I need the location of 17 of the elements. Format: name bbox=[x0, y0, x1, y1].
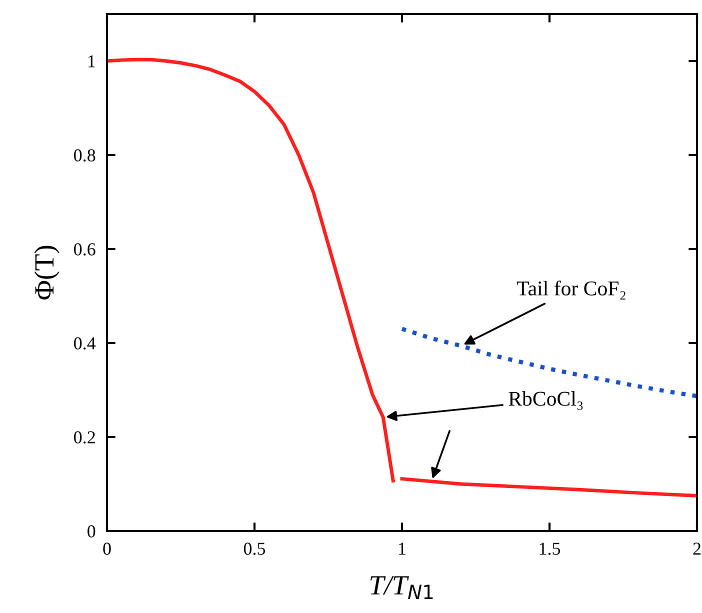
line-series bbox=[400, 477, 697, 498]
x-tick-label: 1.5 bbox=[540, 542, 560, 555]
y-axis-title: Φ(T) bbox=[34, 246, 60, 300]
y-tick-label: 0.6 bbox=[74, 243, 96, 256]
y-tick-label: 0.8 bbox=[74, 149, 96, 162]
x-tick-label: 0 bbox=[103, 542, 111, 555]
x-axis-title: T/T$_{N1}$ bbox=[370, 576, 433, 599]
x-tick-label: 1 bbox=[399, 542, 406, 555]
annotation: RbCoCl₃ bbox=[508, 391, 583, 410]
x-tick-label: 2 bbox=[693, 542, 701, 555]
y-tick-label: 0.4 bbox=[74, 337, 96, 350]
x-tick-label: 0.5 bbox=[244, 542, 266, 555]
line-series bbox=[107, 58, 395, 482]
annotation: Tail for CoF₂ bbox=[516, 280, 626, 300]
y-tick-label: 0 bbox=[88, 525, 96, 538]
y-tick-label: 0.2 bbox=[74, 431, 95, 444]
y-tick-label: 1 bbox=[88, 55, 95, 68]
